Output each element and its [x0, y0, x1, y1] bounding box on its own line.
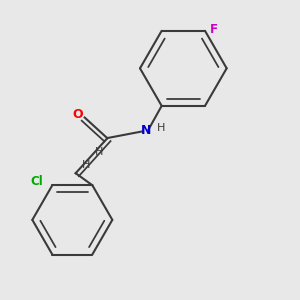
- Text: Cl: Cl: [30, 176, 43, 188]
- Text: N: N: [140, 124, 151, 137]
- Text: H: H: [82, 160, 90, 170]
- Text: H: H: [157, 122, 165, 133]
- Text: F: F: [210, 22, 218, 36]
- Text: H: H: [95, 146, 103, 157]
- Text: O: O: [72, 108, 83, 122]
